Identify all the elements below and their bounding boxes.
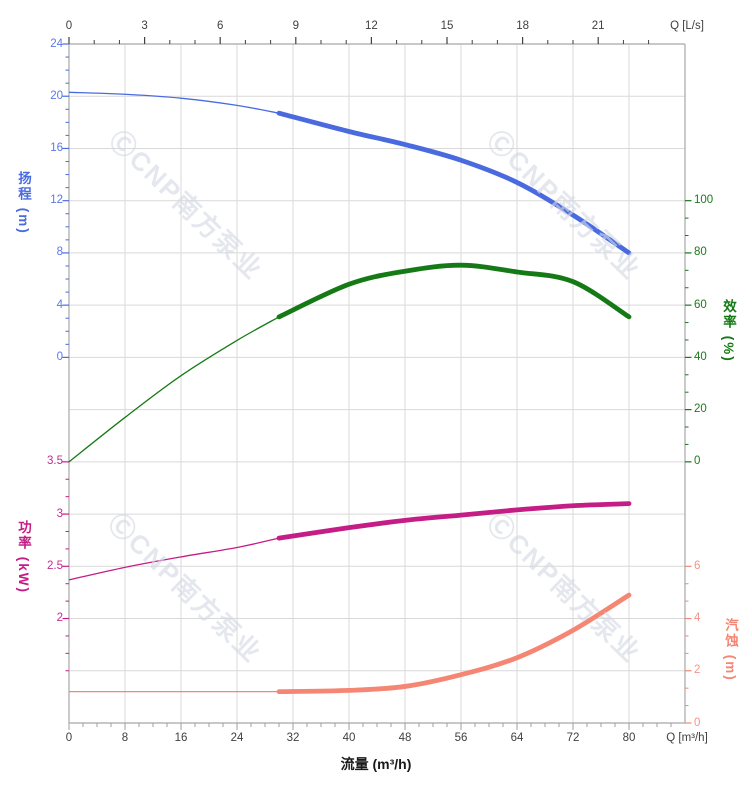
efficiency-curve [68,316,280,463]
head-tick-label: 16 [50,141,63,154]
top-tick-label: 0 [65,20,73,32]
bottom-tick-label: 8 [121,732,129,744]
axis-title-head: 扬程 (m) [16,171,31,235]
power-curve [276,501,632,541]
bottom-tick-label: 56 [454,732,468,744]
head-curve [276,110,632,256]
eff-tick-label: 20 [694,403,707,416]
efficiency-curve [276,262,632,320]
power-tick-label: 2.5 [47,559,63,572]
axis-title-eff: 效率 (%) [721,299,736,363]
power-curve [68,537,280,581]
bottom-tick-label: 0 [65,732,73,744]
bottom-tick-label: 24 [230,732,244,744]
eff-tick-label: 80 [694,246,707,259]
top-tick-label: 18 [516,20,529,32]
top-axis-unit-label: Q [L/s] [670,20,704,32]
top-tick-label: 21 [591,20,605,32]
bottom-tick-label: 80 [622,732,636,744]
npsh-tick-label: 2 [694,664,701,677]
top-tick-label: 6 [216,20,224,32]
axis-title-npsh: 汽蚀 (m) [723,618,738,682]
top-tick-label: 9 [292,20,299,32]
head-tick-label: 0 [56,350,63,363]
head-tick-label: 20 [50,89,63,102]
head-tick-label: 24 [50,37,63,50]
eff-tick-label: 0 [694,455,701,468]
bottom-axis-title: 流量 (m³/h) [340,756,412,772]
power-tick-label: 3.5 [47,455,63,468]
eff-tick-label: 100 [694,194,714,207]
bottom-tick-label: 48 [398,732,412,744]
npsh-tick-label: 4 [694,612,701,625]
power-tick-label: 2 [56,612,63,625]
top-tick-label: 12 [364,20,378,32]
npsh-tick-label: 0 [694,716,701,729]
npsh-tick-label: 6 [694,559,701,572]
axis-title-power: 功率 (kW) [16,520,31,594]
head-tick-label: 12 [50,194,63,207]
head-tick-label: 8 [56,246,63,259]
bottom-tick-label: 16 [174,732,188,744]
head-curve [68,91,280,114]
eff-tick-label: 60 [694,298,707,311]
bottom-axis-unit-label: Q [m³/h] [666,732,708,744]
npsh-curve [276,592,632,695]
bottom-tick-label: 72 [566,732,580,744]
head-tick-label: 4 [56,298,63,311]
top-tick-label: 3 [141,20,148,32]
bottom-tick-label: 64 [510,732,524,744]
bottom-tick-label: 32 [286,732,300,744]
bottom-tick-label: 40 [342,732,356,744]
eff-tick-label: 40 [694,350,707,363]
power-tick-label: 3 [56,507,63,520]
top-tick-label: 15 [440,20,454,32]
